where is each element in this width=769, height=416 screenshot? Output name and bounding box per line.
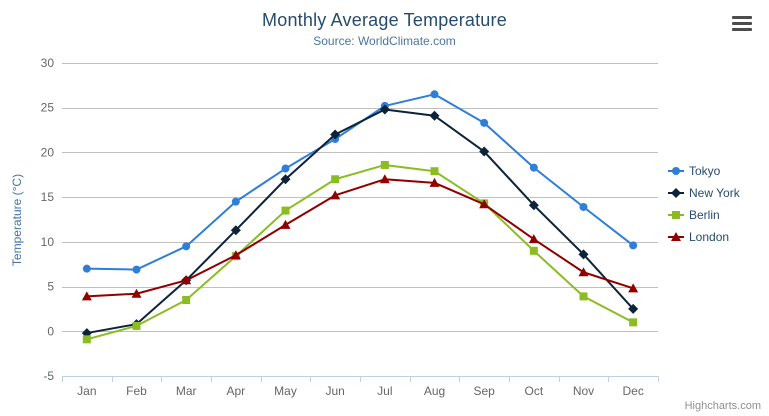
x-axis-label: May (274, 384, 297, 398)
legend-label: Berlin (689, 208, 720, 222)
y-axis-label: 25 (41, 101, 55, 115)
y-axis-label: 20 (41, 145, 55, 159)
chart-title: Monthly Average Temperature (262, 10, 507, 30)
legend-label: London (689, 230, 730, 244)
legend-label: New York (689, 186, 740, 200)
x-axis-label: Jun (325, 384, 344, 398)
legend-marker-square-icon (668, 211, 684, 219)
x-axis-label: Feb (126, 384, 147, 398)
y-axis-label: 0 (47, 324, 54, 338)
y-axis-label: 10 (41, 235, 55, 249)
legend-marker-triangle-icon (668, 232, 684, 241)
legend-marker-diamond-icon (668, 188, 684, 198)
series-new-york[interactable] (81, 104, 639, 339)
y-axis-label: 5 (47, 280, 54, 294)
hamburger-menu-icon (732, 16, 754, 31)
x-axis-label: Oct (524, 384, 543, 398)
x-axis-label: Jul (377, 384, 392, 398)
export-menu-button[interactable] (730, 14, 756, 36)
legend-item-berlin[interactable]: Berlin (668, 204, 740, 226)
y-axis-label: 30 (41, 56, 55, 70)
credits-link[interactable]: Highcharts.com (684, 400, 761, 412)
x-axis-label: Jan (77, 384, 96, 398)
legend-item-new-york[interactable]: New York (668, 182, 740, 204)
series-tokyo[interactable] (82, 90, 638, 274)
legend-item-tokyo[interactable]: Tokyo (668, 160, 740, 182)
legend-label: Tokyo (689, 164, 721, 178)
x-axis-label: Apr (226, 384, 245, 398)
x-axis-label: Sep (473, 384, 495, 398)
series-london[interactable] (81, 174, 639, 301)
series-berlin[interactable] (82, 160, 638, 344)
legend-item-london[interactable]: London (668, 226, 740, 248)
x-axis-label: Dec (622, 384, 643, 398)
chart-subtitle: Source: WorldClimate.com (313, 34, 456, 48)
x-axis-label: Nov (573, 384, 594, 398)
legend: Tokyo New York Berlin London (668, 160, 740, 248)
y-axis-label: -5 (43, 369, 54, 383)
x-axis-label: Mar (176, 384, 197, 398)
legend-marker-circle-icon (668, 167, 684, 175)
x-axis-label: Aug (424, 384, 445, 398)
y-axis-label: 15 (41, 190, 55, 204)
